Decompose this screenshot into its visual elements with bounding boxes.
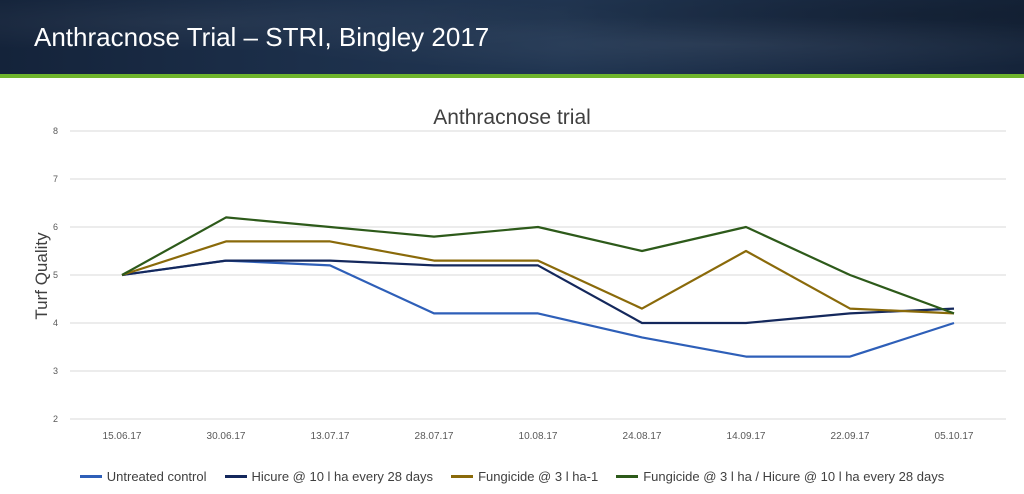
line-chart: Anthracnose trial Turf Quality 2 3 4 5 6 7 8 1… <box>32 106 1006 442</box>
legend-item: Fungicide @ 3 l ha-1 <box>451 469 598 484</box>
series-line-1 <box>121 259 955 358</box>
legend-label: Fungicide @ 3 l ha-1 <box>478 468 599 484</box>
y-tick-label: 3 <box>53 366 58 376</box>
legend-item: Untreated control <box>79 468 207 484</box>
series-line-2 <box>121 259 955 325</box>
y-tick-label: 8 <box>53 126 58 136</box>
legend-label: Fungicide @ 3 l ha / Hicure @ 10 l ha ev… <box>643 468 945 484</box>
legend-item: Fungicide @ 3 l ha / Hicure @ 10 l ha ev… <box>616 469 944 484</box>
y-tick-label: 6 <box>53 222 58 232</box>
slide-title: Anthracnose Trial – STRI, Bingley 2017 <box>34 22 490 52</box>
series-line-4 <box>121 216 955 315</box>
x-tick-labels: 15.06.17 30.06.17 13.07.17 28.07.17 10.08.17… <box>103 431 974 442</box>
x-tick-label: 05.10.17 <box>935 431 974 442</box>
banner-texture <box>0 0 1024 74</box>
chart-title: Anthracnose trial <box>433 106 591 129</box>
legend-swatch <box>616 474 639 478</box>
legend-swatch <box>224 474 247 478</box>
slide-banner: Anthracnose Trial – STRI, Bingley 2017 <box>0 0 1024 74</box>
legend-swatch <box>79 474 102 478</box>
y-tick-label: 4 <box>53 318 58 328</box>
y-tick-label: 7 <box>53 174 58 184</box>
legend-label: Hicure @ 10 l ha every 28 days <box>251 468 434 484</box>
legend-item: Hicure @ 10 l ha every 28 days <box>224 468 434 484</box>
x-tick-label: 13.07.17 <box>311 431 350 442</box>
x-tick-label: 24.08.17 <box>623 431 662 442</box>
series-line-3 <box>121 240 955 315</box>
x-tick-label: 15.06.17 <box>103 431 142 442</box>
x-tick-label: 28.07.17 <box>415 431 454 442</box>
series-layer <box>121 216 955 358</box>
legend-label: Untreated control <box>106 468 207 484</box>
y-tick-labels: 2 3 4 5 6 7 8 <box>53 126 58 424</box>
chart-legend: Untreated control Hicure @ 10 l ha every … <box>0 466 1024 486</box>
x-tick-label: 22.09.17 <box>831 431 870 442</box>
y-tick-label: 5 <box>53 270 58 280</box>
x-tick-label: 30.06.17 <box>207 431 246 442</box>
accent-strip <box>0 74 1024 78</box>
x-tick-label: 14.09.17 <box>727 431 766 442</box>
grid-layer <box>70 130 1006 420</box>
y-axis-label: Turf Quality <box>32 232 51 320</box>
x-tick-label: 10.08.17 <box>519 431 558 442</box>
y-tick-label: 2 <box>53 414 58 424</box>
legend-swatch <box>451 474 474 478</box>
